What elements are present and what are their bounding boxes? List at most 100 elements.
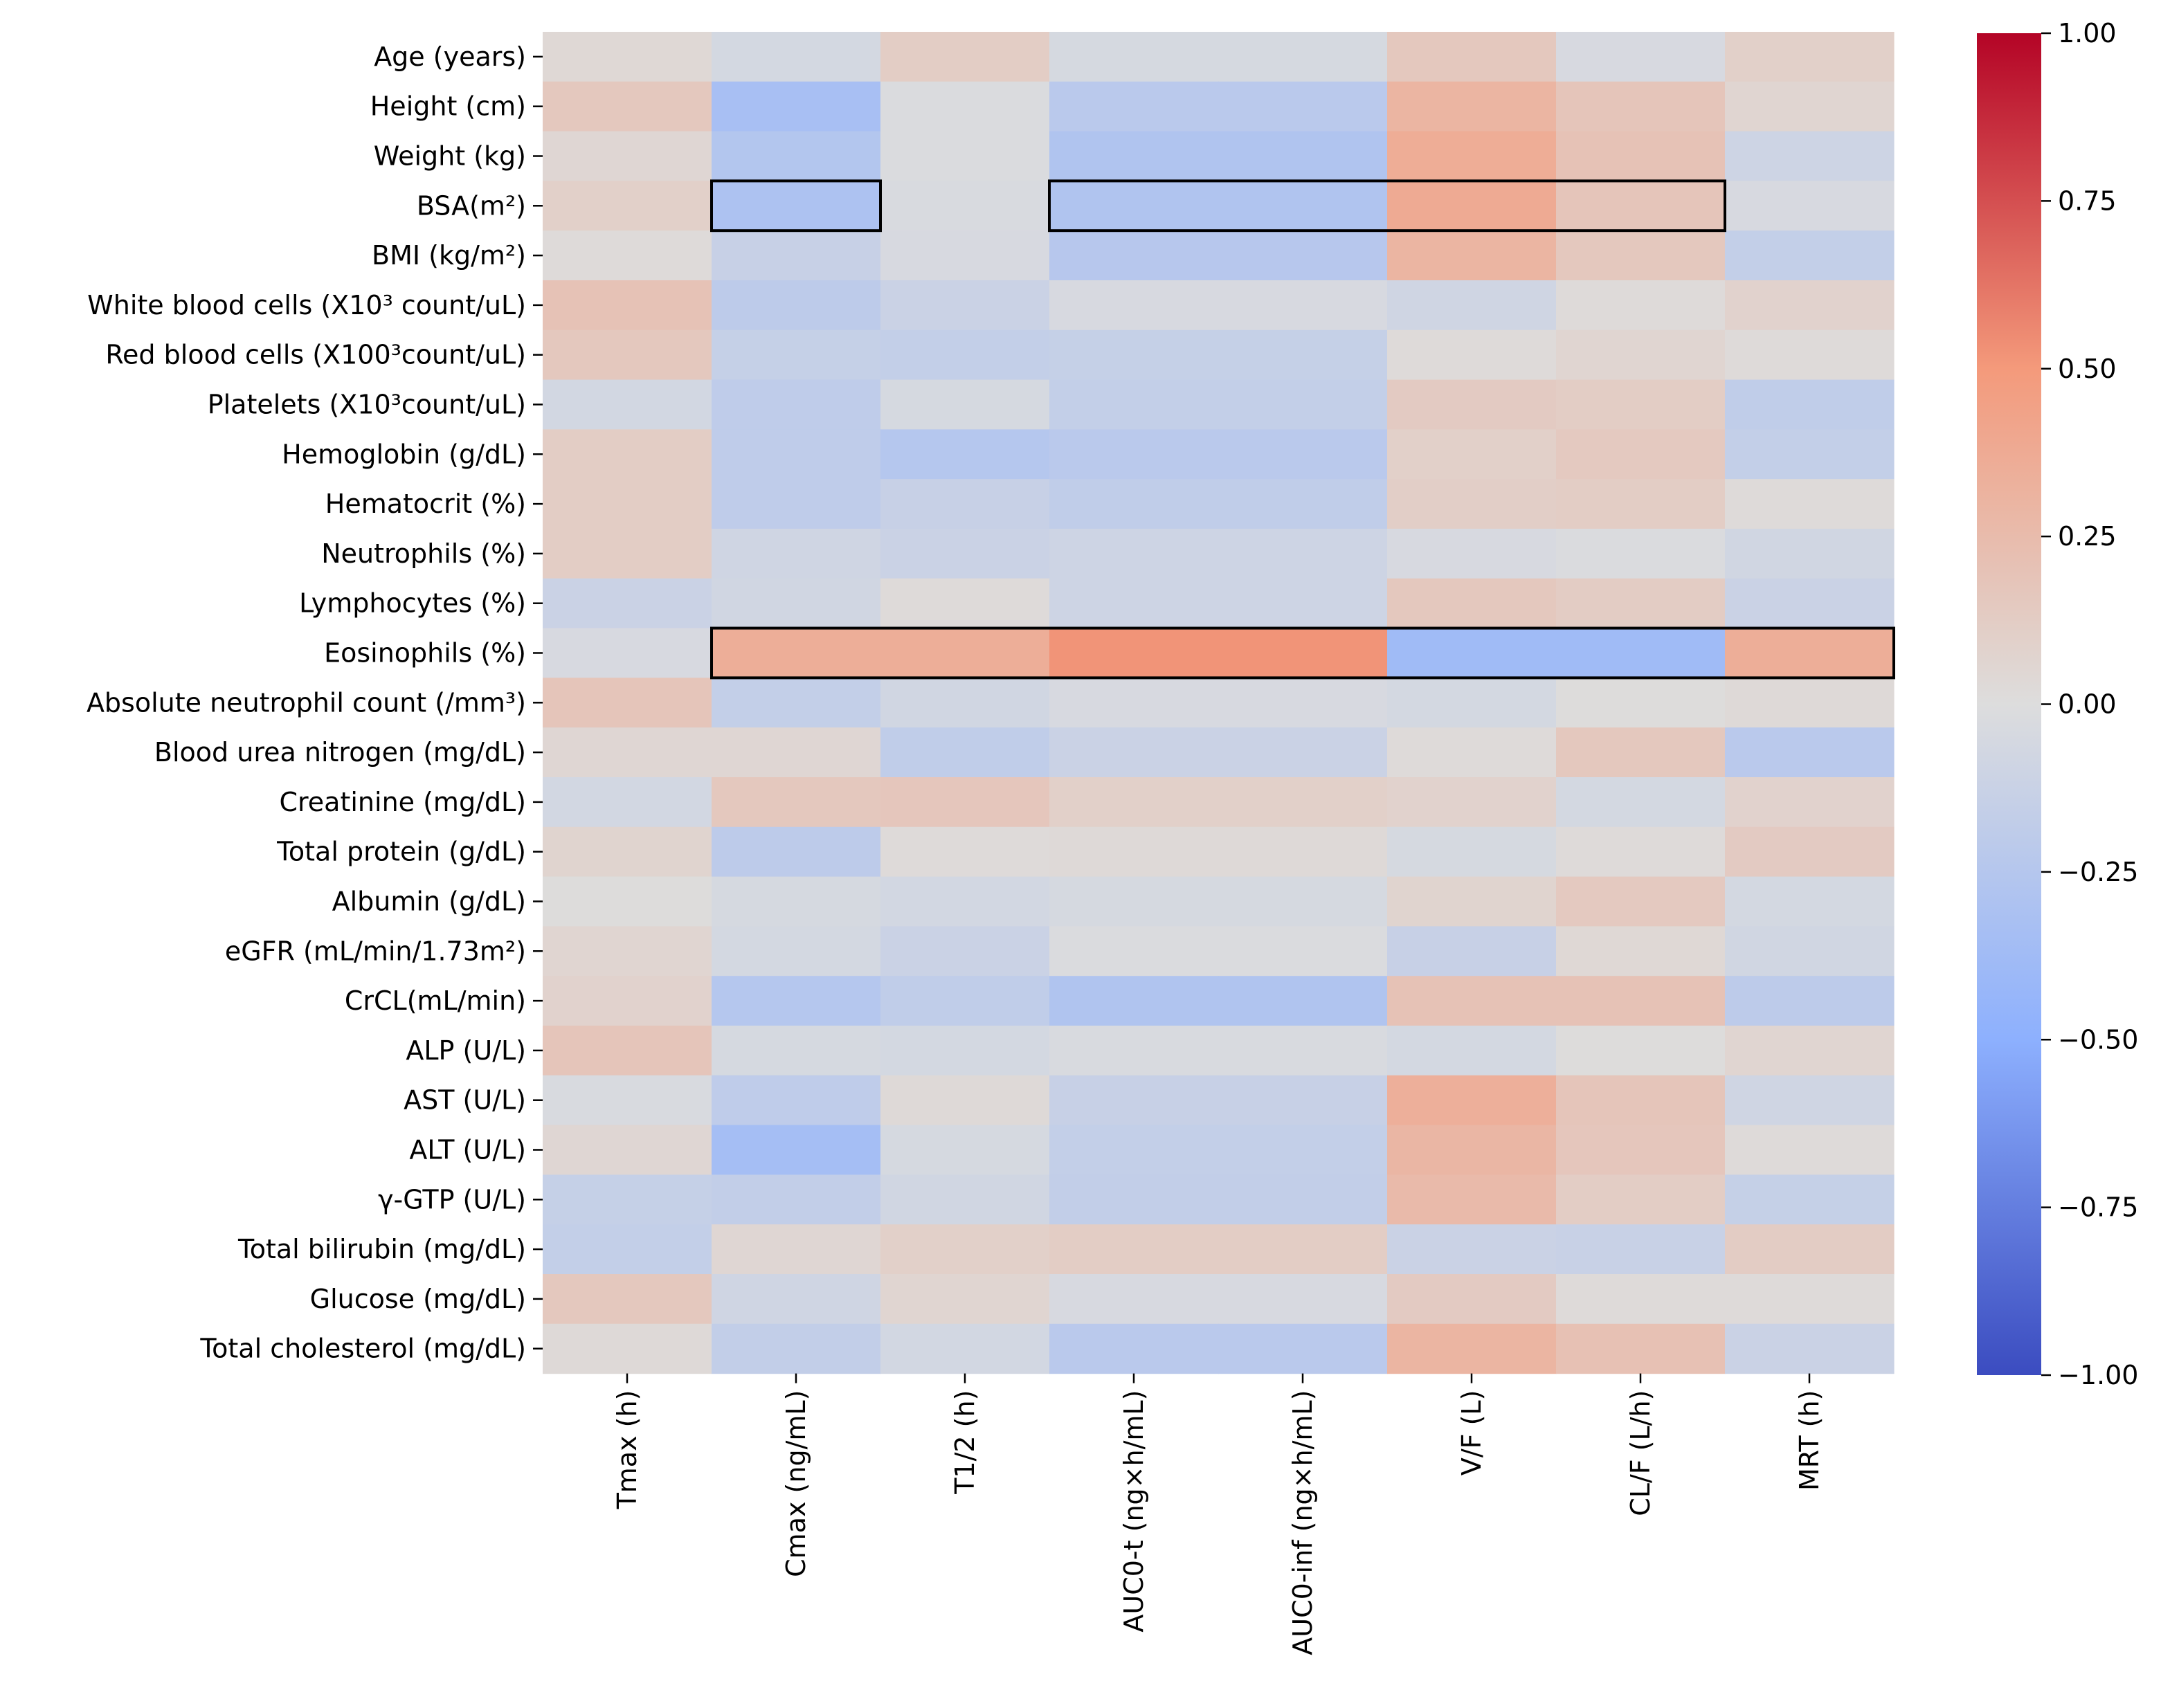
heatmap-cell [880,628,1050,678]
heatmap-cell [1725,81,1895,132]
heatmap-cell [712,1125,881,1175]
heatmap-cell [712,976,881,1026]
heatmap-cell [1387,628,1557,678]
heatmap-cell [880,1323,1050,1374]
heatmap-cell [1556,1323,1726,1374]
heatmap-cell [880,479,1050,529]
colorbar-tick-label: −0.75 [2058,1192,2138,1223]
heatmap-cell [1725,1075,1895,1126]
y-tick-label: Height (cm) [370,91,526,122]
heatmap-cell [712,826,881,878]
heatmap-cell [712,678,881,728]
heatmap-cell [1049,329,1219,381]
heatmap-cell [712,578,881,629]
heatmap-cell [1556,826,1726,878]
heatmap-cell [880,876,1050,927]
heatmap-cell [1387,32,1557,82]
heatmap-cell [543,181,712,231]
heatmap-cell [1049,1125,1219,1175]
heatmap-cell [712,230,881,281]
heatmap-cell [712,81,881,132]
heatmap-cell [1218,1075,1388,1126]
heatmap-cell [543,1174,712,1225]
heatmap-cell [1218,1323,1388,1374]
heatmap-cell [1556,578,1726,629]
y-tick-label: Lymphocytes (%) [299,588,526,619]
heatmap-cell [880,976,1050,1026]
heatmap-cell [880,777,1050,828]
heatmap-cell [712,876,881,927]
heatmap-cell [1387,181,1557,231]
heatmap-cell [1049,32,1219,82]
heatmap-cell [543,32,712,82]
heatmap-cell [1049,926,1219,976]
heatmap-cell [1725,280,1895,331]
heatmap-cell [543,578,712,629]
colorbar-tick-label: −1.00 [2058,1360,2138,1390]
heatmap-cell [1725,1174,1895,1225]
y-tick-label: Neutrophils (%) [321,538,526,569]
heatmap-cell [1387,1323,1557,1374]
heatmap-cell [543,727,712,778]
heatmap-cell [1049,1026,1219,1076]
y-tick-label: Total bilirubin (mg/dL) [237,1234,526,1264]
heatmap-cell [1387,678,1557,728]
heatmap-cell [1387,1274,1557,1325]
heatmap-cell [1725,926,1895,976]
heatmap-cell [1387,876,1557,927]
heatmap-cell [1387,1075,1557,1126]
heatmap-cell [1387,826,1557,878]
x-tick-label: Cmax (ng/mL) [781,1390,811,1577]
heatmap-cell [1218,131,1388,181]
heatmap-cell [712,429,881,480]
x-axis-tick-labels: Tmax (h) Cmax (ng/mL) T1/2 (h) AUC0-t (ng×h… [612,1373,1825,1655]
heatmap-cell [1556,1174,1726,1225]
heatmap-cell [1218,578,1388,629]
heatmap-cell [1218,926,1388,976]
heatmap-cell [1049,826,1219,878]
heatmap-cell [1218,1224,1388,1275]
heatmap-cell [1218,32,1388,82]
heatmap-cell [880,1075,1050,1126]
heatmap-cell [880,1026,1050,1076]
y-axis-tick-labels: Age (years) Height (cm) Weight (kg) BSA(m²)… [87,42,543,1364]
heatmap-cell [712,32,881,82]
y-tick-label: γ-GTP (U/L) [378,1184,526,1215]
heatmap-cell [543,429,712,480]
heatmap-cell [1725,777,1895,828]
heatmap-cell [1218,628,1388,678]
heatmap-cell [1556,976,1726,1026]
heatmap-cell [1556,876,1726,927]
y-tick-label: AST (U/L) [404,1085,526,1116]
heatmap-cell [543,479,712,529]
heatmap-cell [543,379,712,430]
y-tick-label: BSA(m²) [417,190,526,221]
heatmap-cell [543,1125,712,1175]
y-tick-label: Eosinophils (%) [324,638,526,669]
heatmap-cell [1725,329,1895,381]
y-tick-label: Total protein (g/dL) [276,837,526,867]
heatmap-cell [1387,976,1557,1026]
heatmap-cell [543,628,712,678]
colorbar-tick-label: −0.25 [2058,857,2138,887]
heatmap-cell [1218,230,1388,281]
heatmap-cell [880,578,1050,629]
heatmap-cell [712,1274,881,1325]
heatmap-cell [1556,131,1726,181]
heatmap-cell [1387,1026,1557,1076]
y-tick-label: Creatinine (mg/dL) [279,787,526,817]
heatmap-cell [1049,1224,1219,1275]
heatmap-cell [712,131,881,181]
heatmap-cell [1049,678,1219,728]
heatmap-cell [1387,379,1557,430]
heatmap-cell [1556,379,1726,430]
heatmap-cell [1556,777,1726,828]
heatmap-cell [543,529,712,579]
heatmap-cell [543,976,712,1026]
heatmap-cell [1725,628,1895,678]
heatmap-cell [1218,529,1388,579]
heatmap-cell [712,479,881,529]
heatmap-cell [880,1125,1050,1175]
heatmap-cell [712,379,881,430]
heatmap-cell [1387,926,1557,976]
